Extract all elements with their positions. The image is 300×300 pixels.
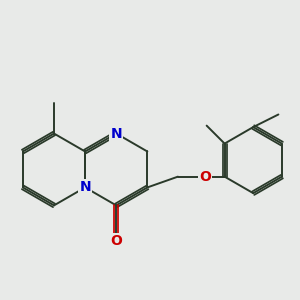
- Text: N: N: [79, 180, 91, 194]
- Text: O: O: [110, 234, 122, 248]
- Text: O: O: [199, 169, 211, 184]
- Text: N: N: [110, 127, 122, 140]
